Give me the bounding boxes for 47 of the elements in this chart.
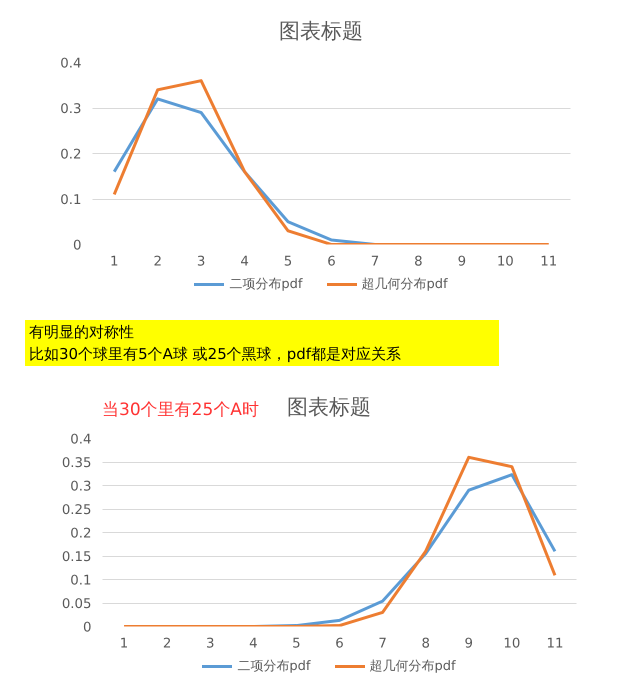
x-tick-label: 1 [120, 636, 128, 652]
chart-title: 图表标题 [287, 395, 371, 419]
x-tick-label: 9 [458, 254, 466, 270]
x-tick-label: 3 [196, 254, 206, 270]
y-tick-label: 0.3 [60, 102, 82, 117]
x-tick-label: 4 [249, 636, 258, 652]
x-tick-label: 1 [110, 254, 118, 270]
y-tick-label: 0.1 [60, 193, 82, 208]
chart-title: 图表标题 [278, 18, 364, 45]
x-tick-label: 3 [206, 636, 214, 652]
y-tick-label: 0 [73, 238, 82, 254]
y-tick-label: 0.3 [70, 480, 92, 494]
x-tick-label: 2 [162, 636, 172, 652]
x-tick-label: 8 [421, 636, 430, 652]
x-tick-label: 5 [292, 636, 301, 652]
text: 比如30个球里有5个A球 或25个黑球，pdf都是对应关系 [29, 345, 402, 363]
x-tick-label: 7 [370, 254, 380, 270]
x-tick-label: 6 [335, 636, 344, 652]
legend-label: 超几何分布pdf [360, 276, 448, 294]
y-tick-label: 0.2 [60, 148, 82, 162]
x-tick-label: 11 [540, 254, 558, 270]
y-tick-label: 0.15 [62, 550, 92, 565]
y-tick-label: 0.35 [62, 456, 92, 471]
legend-label: 二项分布pdf [228, 276, 302, 294]
x-tick-label: 8 [414, 254, 423, 270]
x-tick-label: 11 [546, 636, 564, 652]
x-tick-label: 5 [284, 254, 292, 270]
legend-label: 二项分布pdf [236, 658, 310, 676]
y-tick-label: 0.25 [62, 503, 92, 518]
x-tick-label: 4 [240, 254, 249, 270]
y-tick-label: 0.4 [70, 432, 92, 448]
y-tick-label: 0.4 [60, 56, 82, 72]
legend-label: 超几何分布pdf [368, 658, 456, 676]
text: 有明显的对称性 [29, 323, 134, 341]
line-series [122, 456, 556, 626]
y-tick-label: 0.2 [70, 526, 92, 542]
x-tick-label: 2 [153, 254, 162, 270]
y-tick-label: 0 [83, 620, 92, 636]
x-tick-label: 6 [327, 254, 336, 270]
y-tick-label: 0.05 [62, 597, 92, 612]
x-tick-label: 10 [503, 636, 520, 652]
y-tick-label: 0.1 [70, 574, 92, 588]
text: 当30个里有25个A时 [102, 399, 259, 422]
x-tick-label: 10 [496, 254, 514, 270]
x-tick-label: 7 [378, 636, 387, 652]
x-tick-label: 9 [464, 636, 474, 652]
line-series [112, 79, 550, 244]
